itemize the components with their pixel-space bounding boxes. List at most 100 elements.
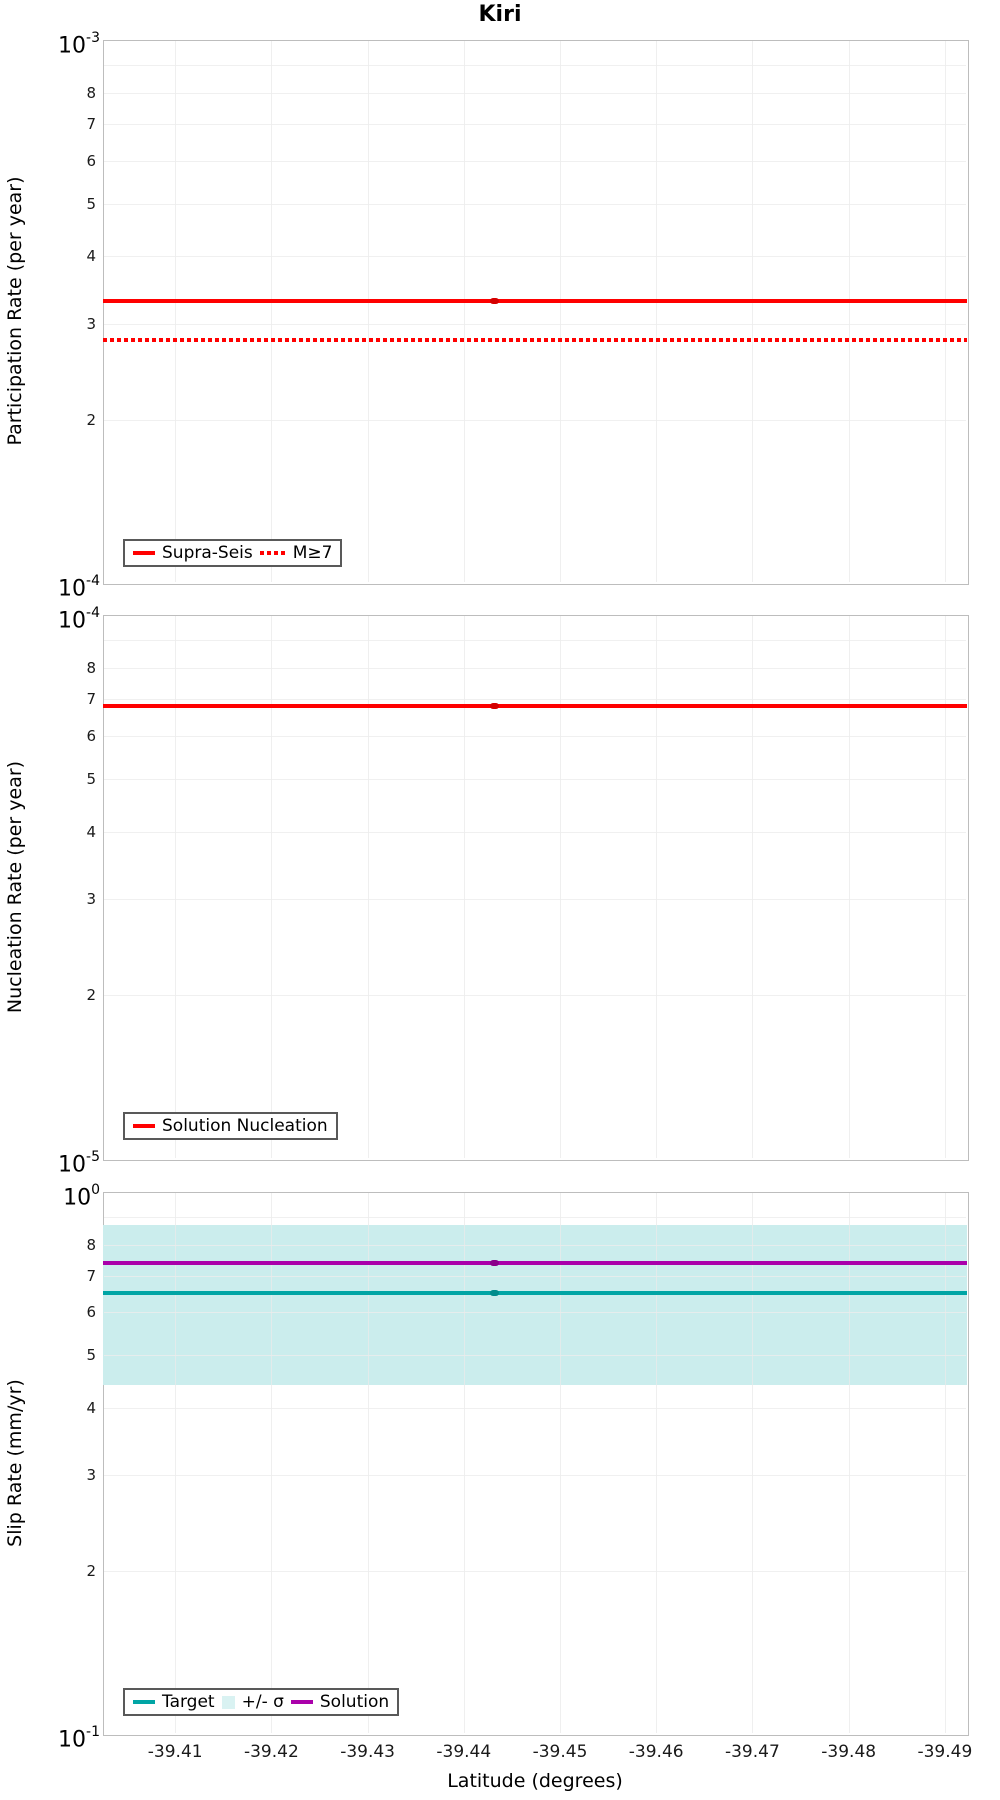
series-line-target <box>103 1291 967 1296</box>
y-tick-label: 7 <box>86 115 96 134</box>
legend-label-target: Target <box>162 1692 215 1712</box>
decade-label-bottom-3: 10-1 <box>58 1724 100 1753</box>
series-line-solution <box>103 1260 967 1265</box>
y-tick-label: 8 <box>86 83 96 102</box>
x-gridline <box>656 616 658 1158</box>
x-gridline <box>175 41 177 582</box>
y-tick-label: 7 <box>86 690 96 709</box>
series-line-m-7 <box>103 338 967 343</box>
y-tick-label: 5 <box>86 769 96 788</box>
y-gridline <box>104 256 966 258</box>
series-line-solution-nucleation <box>103 704 967 709</box>
x-tick-label: -39.41 <box>147 1742 203 1762</box>
x-gridline <box>656 1193 658 1733</box>
x-gridline <box>271 1193 273 1733</box>
x-gridline <box>463 41 465 582</box>
x-tick-label: -39.49 <box>917 1742 973 1762</box>
y-gridline <box>104 1276 966 1277</box>
y-tick-label: 4 <box>86 1398 96 1417</box>
x-tick-label: -39.47 <box>724 1742 780 1762</box>
decade-label-top-1: 10-3 <box>58 30 100 59</box>
x-gridline <box>175 1193 177 1733</box>
legend-participation: Supra-Seis M≥7 <box>123 539 343 567</box>
solution-line-swatch-icon <box>290 1700 313 1704</box>
y-gridline <box>104 160 966 162</box>
x-gridline <box>848 616 850 1158</box>
y-gridline <box>104 667 966 669</box>
x-axis-label: Latitude (degrees) <box>447 1770 623 1792</box>
y-tick-label: 6 <box>86 151 96 170</box>
y-tick-label: 6 <box>86 726 96 745</box>
y-gridline <box>104 1407 966 1409</box>
y-gridline <box>104 1570 966 1572</box>
y-tick-label: 3 <box>86 314 96 333</box>
y-gridline <box>104 1216 966 1218</box>
plot-area-participation <box>103 40 969 585</box>
x-gridline <box>944 41 946 582</box>
plot-area-nucleation <box>103 615 969 1161</box>
y-gridline <box>104 639 966 641</box>
y-tick-label: 5 <box>86 194 96 213</box>
y-gridline <box>104 64 966 66</box>
x-gridline <box>752 616 754 1158</box>
sigma-band-swatch-icon <box>221 1695 235 1709</box>
x-gridline <box>560 41 561 582</box>
decade-label-top-3: 100 <box>63 1182 100 1211</box>
y-tick-label: 3 <box>86 1466 96 1485</box>
x-gridline <box>367 616 369 1158</box>
data-point-marker <box>490 1290 500 1297</box>
legend-label-solution-nucleation: Solution Nucleation <box>162 1116 328 1136</box>
supra-seis-line-swatch-icon <box>133 551 155 555</box>
m7-dotted-line-swatch-icon <box>259 551 286 555</box>
x-gridline <box>752 1193 754 1733</box>
y-tick-label: 8 <box>86 658 96 677</box>
x-tick-label: -39.48 <box>821 1742 877 1762</box>
sigma-band <box>103 1224 967 1386</box>
y-gridline <box>104 995 966 997</box>
x-gridline <box>560 616 561 1158</box>
x-gridline <box>848 41 850 582</box>
legend-slip-rate: Target +/- σ Solution <box>123 1688 400 1716</box>
y-gridline <box>104 92 966 94</box>
x-gridline <box>752 41 754 582</box>
x-tick-label: -39.42 <box>243 1742 299 1762</box>
legend-nucleation: Solution Nucleation <box>123 1112 338 1140</box>
x-gridline <box>367 1193 369 1733</box>
x-gridline <box>271 616 273 1158</box>
y-tick-label: 7 <box>86 1267 96 1285</box>
y-tick-label: 4 <box>86 822 96 841</box>
x-gridline <box>656 41 658 582</box>
y-tick-label: 8 <box>86 1235 96 1254</box>
y-gridline <box>104 323 966 325</box>
y-gridline <box>104 1475 966 1477</box>
y-tick-label: 2 <box>86 986 96 1005</box>
x-tick-label: -39.45 <box>532 1742 588 1762</box>
x-gridline <box>463 1193 465 1733</box>
x-tick-label: -39.44 <box>436 1742 492 1762</box>
y-gridline <box>104 419 966 421</box>
y-tick-label: 4 <box>86 247 96 266</box>
x-tick-label: -39.46 <box>628 1742 684 1762</box>
y-tick-label: 2 <box>86 1561 96 1580</box>
y-gridline <box>104 899 966 901</box>
data-point-marker <box>490 1259 500 1266</box>
plot-area-slip-rate <box>103 1192 969 1736</box>
decade-label-bottom-1: 10-4 <box>58 573 100 602</box>
x-gridline <box>848 1193 850 1733</box>
y-gridline <box>104 699 966 701</box>
data-point-marker <box>490 703 500 710</box>
legend-label-solution: Solution <box>319 1692 390 1712</box>
x-gridline <box>175 616 177 1158</box>
y-axis-label-nucleation: Nucleation Rate (per year) <box>4 760 26 1014</box>
y-gridline <box>104 203 966 205</box>
target-line-swatch-icon <box>133 1700 155 1704</box>
y-gridline <box>104 1244 966 1246</box>
series-line-supra-seis <box>103 299 967 304</box>
decade-label-top-2: 10-4 <box>58 605 100 634</box>
y-gridline <box>104 735 966 737</box>
chart-title: Kiri <box>478 2 522 27</box>
x-gridline <box>463 616 465 1158</box>
y-tick-label: 3 <box>86 890 96 909</box>
y-tick-label: 2 <box>86 410 96 429</box>
